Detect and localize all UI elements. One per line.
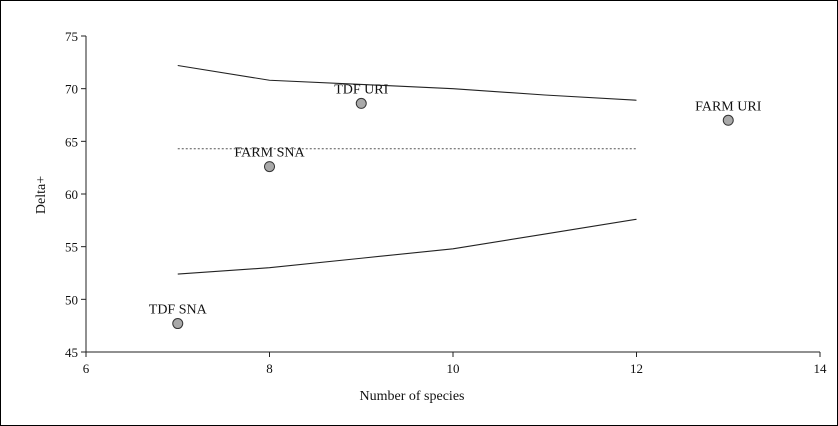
y-tick-label: 45 [65, 345, 78, 360]
data-points: TDF SNA FARM SNA TDF URI FARM URI [149, 82, 762, 330]
y-axis-title: Delta+ [34, 176, 49, 214]
data-point [264, 161, 275, 173]
lower-limit-line [177, 218, 637, 275]
x-axis-title: Number of species [360, 389, 465, 404]
data-point [172, 318, 184, 330]
upper-limit-line [177, 64, 637, 101]
data-point-label: TDF URI [334, 82, 388, 97]
y-tick-label: 55 [65, 240, 78, 255]
x-tick-label: 12 [630, 361, 643, 376]
x-tick-label: 8 [266, 361, 273, 376]
axes: 6 8 10 12 14 45 50 55 60 65 70 75 [65, 29, 827, 376]
data-point [722, 114, 734, 126]
funnel-curves [177, 64, 637, 275]
y-tick-label: 75 [65, 29, 78, 44]
data-point [355, 97, 367, 109]
x-tick-label: 14 [814, 361, 828, 376]
y-tick-label: 65 [65, 134, 78, 149]
y-tick-label: 70 [65, 82, 78, 97]
y-tick-label: 60 [65, 187, 78, 202]
data-point-label: FARM URI [695, 99, 762, 114]
data-point-label: TDF SNA [149, 303, 208, 318]
data-point-label: FARM SNA [234, 146, 305, 161]
x-tick-label: 6 [83, 361, 90, 376]
y-tick-label: 50 [65, 292, 78, 307]
x-tick-label: 10 [447, 361, 460, 376]
